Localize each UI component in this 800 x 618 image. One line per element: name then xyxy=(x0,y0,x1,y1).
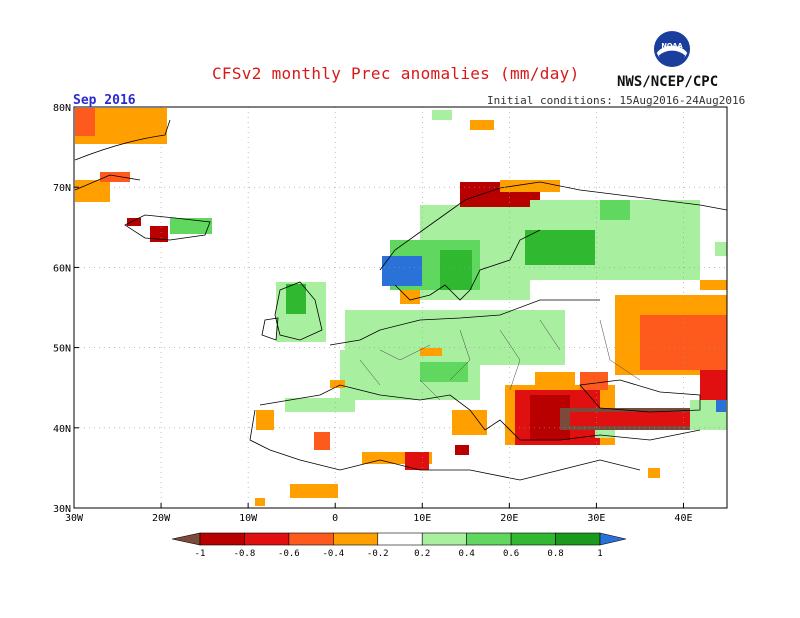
coastlines xyxy=(74,119,728,481)
anomaly-patch xyxy=(595,430,615,438)
coastline-mainland xyxy=(249,299,701,481)
anomaly-patch xyxy=(170,218,212,234)
colorbar-segment xyxy=(466,532,512,546)
anomaly-patch xyxy=(400,290,420,304)
map-frame xyxy=(73,106,728,509)
colorbar-label: 1 xyxy=(597,549,602,559)
anomaly-patch xyxy=(314,432,330,450)
colorbar-segment xyxy=(199,532,245,546)
anomaly-patch xyxy=(580,372,608,390)
colorbar-segment xyxy=(333,532,379,546)
coastline-iceland xyxy=(124,214,211,241)
coastline-blacksea xyxy=(579,379,701,413)
lon-tick-label: 10E xyxy=(413,513,431,524)
lat-tick-label: 30N xyxy=(53,504,71,515)
colorbar-max-arrow xyxy=(599,532,627,546)
colorbar-label: -0.6 xyxy=(278,549,300,559)
anomaly-patch xyxy=(285,398,355,412)
lat-axis: 80N 70N 60N 50N 40N 30N xyxy=(53,103,79,515)
anomaly-layer xyxy=(75,108,727,506)
anomaly-patch xyxy=(716,400,726,412)
anomaly-patch xyxy=(420,348,442,356)
border-lines xyxy=(359,319,641,401)
anomaly-patch xyxy=(286,284,306,314)
anomaly-patch xyxy=(700,280,727,290)
coastline-uk xyxy=(261,281,323,341)
anomaly-patch xyxy=(600,200,630,220)
lon-tick-label: 20W xyxy=(152,513,171,524)
lat-tick-label: 70N xyxy=(53,183,71,194)
colorbar-segment xyxy=(555,532,601,546)
anomaly-patch xyxy=(570,412,690,426)
anomaly-patch xyxy=(432,110,452,120)
lat-tick-label: 40N xyxy=(53,424,71,435)
forecast-month: Sep 2016 xyxy=(73,93,136,108)
anomaly-patch xyxy=(470,120,494,130)
anomaly-patch xyxy=(75,180,110,202)
anomaly-patch xyxy=(75,108,95,136)
anomaly-patch xyxy=(455,445,469,455)
chart-title: CFSv2 monthly Prec anomalies (mm/day) xyxy=(212,64,580,83)
colorbar-label: 0.4 xyxy=(459,549,475,559)
gridlines xyxy=(74,107,727,508)
noaa-logo-text: NOAA xyxy=(661,42,683,50)
anomaly-patch xyxy=(150,226,168,242)
colorbar-label: -0.8 xyxy=(234,549,256,559)
colorbar-segment xyxy=(288,532,334,546)
anomaly-patch xyxy=(330,380,345,388)
anomaly-patch xyxy=(500,180,560,192)
anomaly-patch xyxy=(290,484,338,498)
lat-tick-label: 80N xyxy=(53,103,71,114)
colorbar-label: 0.6 xyxy=(503,549,519,559)
coastline-scandinavia xyxy=(379,181,728,301)
anomaly-patch xyxy=(255,498,265,506)
lon-tick-label: 20E xyxy=(500,513,518,524)
anomaly-patch xyxy=(648,468,660,478)
lon-tick-label: 0 xyxy=(332,513,338,524)
anomaly-patch xyxy=(127,218,141,226)
lon-tick-label: 10W xyxy=(239,513,258,524)
lat-tick-label: 60N xyxy=(53,263,71,274)
anomaly-patch xyxy=(100,172,130,182)
noaa-logo: NOAA xyxy=(653,30,691,68)
anomaly-patch xyxy=(256,410,274,430)
anomaly-patch xyxy=(535,372,575,386)
colorbar-segment xyxy=(421,532,467,546)
colorbar-segment xyxy=(244,532,290,546)
colorbar-min-arrow xyxy=(171,532,201,546)
lon-tick-label: 30W xyxy=(65,513,84,524)
anomaly-patch xyxy=(525,230,595,265)
colorbar: -1 -0.8 -0.6 -0.4 -0.2 0.2 0.4 0.6 0.8 1 xyxy=(171,532,627,559)
org-label: NWS/NCEP/CPC xyxy=(617,74,719,90)
lon-tick-label: 30E xyxy=(587,513,605,524)
anomaly-patch xyxy=(440,250,472,290)
anomaly-patch xyxy=(382,256,422,286)
colorbar-label: -0.4 xyxy=(322,549,344,559)
colorbar-segment xyxy=(510,532,556,546)
anomaly-patch xyxy=(420,362,468,382)
anomaly-patch xyxy=(700,370,727,400)
colorbar-segment xyxy=(377,532,423,546)
initial-conditions: Initial conditions: 15Aug2016-24Aug2016 xyxy=(487,94,746,107)
colorbar-label: -0.2 xyxy=(367,549,389,559)
colorbar-label: 0.2 xyxy=(414,549,430,559)
anomaly-patch xyxy=(715,242,727,256)
lat-tick-label: 50N xyxy=(53,344,71,355)
lon-tick-label: 40E xyxy=(674,513,692,524)
anomaly-patch xyxy=(452,410,487,435)
coastline xyxy=(74,119,171,191)
anomaly-patch xyxy=(405,452,429,470)
colorbar-label: -1 xyxy=(195,549,206,559)
colorbar-label: 0.8 xyxy=(547,549,563,559)
lon-axis: 30W 20W 10W 0 10E 20E 30E 40E xyxy=(65,503,692,524)
